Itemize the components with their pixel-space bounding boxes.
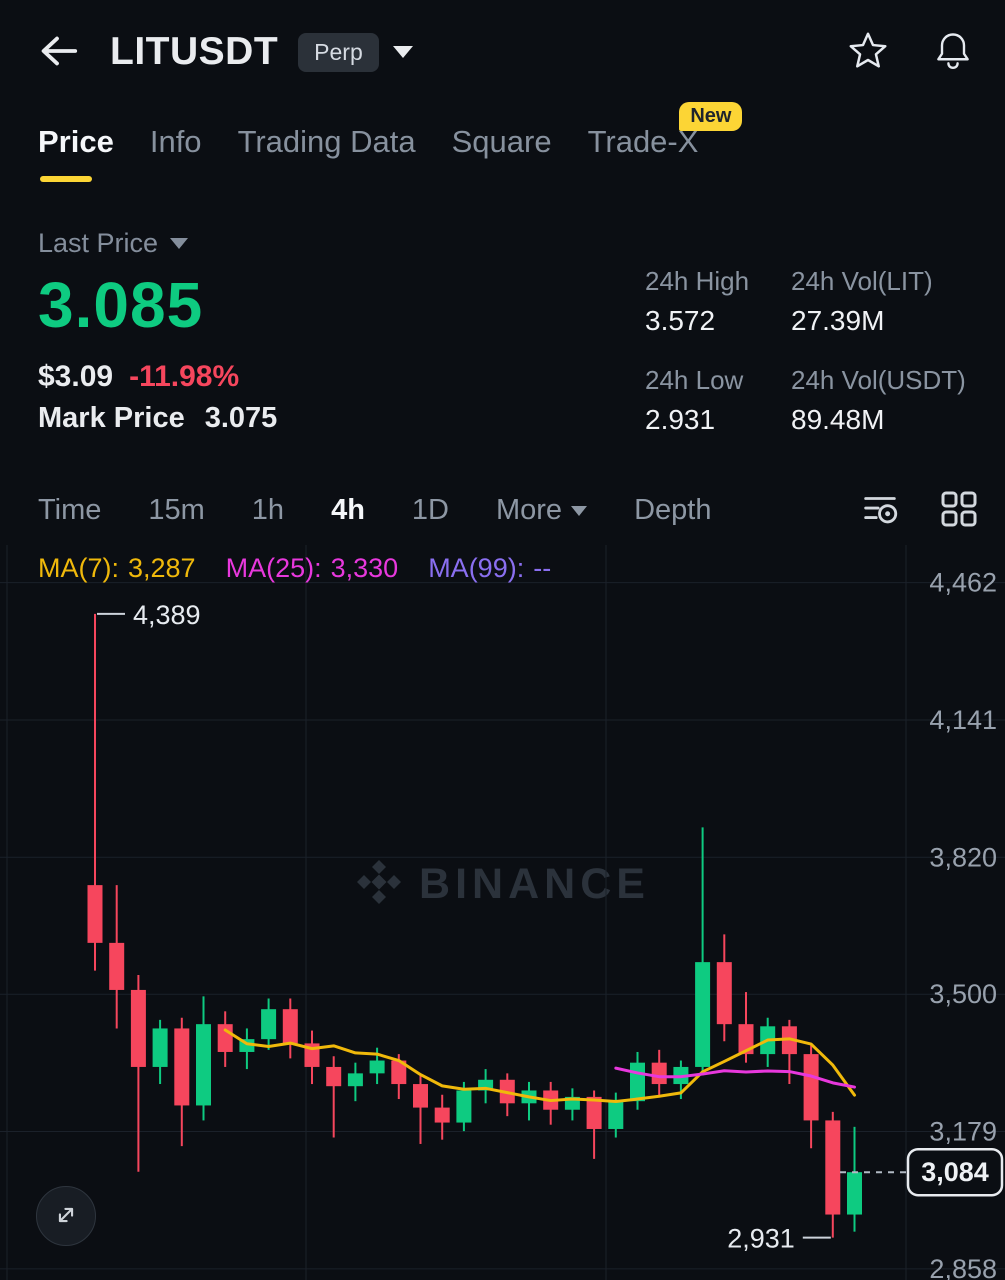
svg-text:3,500: 3,500 bbox=[929, 979, 997, 1009]
ma7-label: MA(7): bbox=[38, 553, 119, 583]
svg-text:2,858: 2,858 bbox=[929, 1254, 997, 1280]
last-price-value: 3.085 bbox=[38, 269, 204, 341]
binance-logo-icon bbox=[355, 858, 403, 911]
tab-trading-data[interactable]: Trading Data bbox=[238, 124, 416, 182]
svg-text:4,141: 4,141 bbox=[929, 705, 997, 735]
ma99-legend[interactable]: MA(99): -- bbox=[428, 553, 551, 584]
fullscreen-button[interactable] bbox=[36, 1186, 96, 1246]
more-intervals-button[interactable]: More bbox=[495, 494, 588, 527]
bell-icon bbox=[931, 29, 975, 76]
watermark-text: BINANCE bbox=[419, 860, 650, 908]
new-badge: New bbox=[679, 102, 743, 131]
mark-price-row: Mark Price 3.075 bbox=[38, 402, 277, 435]
chevron-down-icon bbox=[170, 238, 189, 249]
more-label: More bbox=[495, 494, 563, 526]
active-tab-underline bbox=[40, 176, 92, 182]
stat-24h-vol-lit-value: 27.39M bbox=[791, 305, 885, 336]
stat-24h-high-label: 24h High bbox=[645, 266, 750, 296]
symbol-title: LITUSDT bbox=[110, 30, 279, 73]
notifications-button[interactable] bbox=[931, 29, 975, 76]
chart-layout-button[interactable] bbox=[939, 489, 979, 532]
stat-24h-high-value: 3.572 bbox=[645, 305, 716, 336]
svg-text:3,179: 3,179 bbox=[929, 1117, 997, 1147]
stat-24h-vol-usdt-label: 24h Vol(USDT) bbox=[791, 365, 966, 395]
svg-text:3,820: 3,820 bbox=[929, 842, 997, 872]
indicators-button[interactable] bbox=[859, 488, 901, 533]
interval-toolbar: Time 15m 1h 4h 1D More Depth bbox=[38, 488, 979, 533]
fiat-price-row: $3.09 -11.98% bbox=[38, 360, 239, 394]
tab-info-label: Info bbox=[149, 124, 202, 159]
tab-square[interactable]: Square bbox=[452, 124, 552, 182]
ma25-legend[interactable]: MA(25): 3,330 bbox=[226, 553, 399, 584]
stat-24h-vol-lit-label: 24h Vol(LIT) bbox=[791, 266, 933, 296]
interval-1h[interactable]: 1h bbox=[251, 494, 285, 526]
svg-text:3,084: 3,084 bbox=[921, 1157, 989, 1187]
tab-price[interactable]: Price bbox=[38, 124, 114, 182]
last-price-selector-label: Last Price bbox=[38, 228, 159, 258]
ma25-value: 3,330 bbox=[330, 553, 399, 583]
last-price-selector[interactable]: Last Price bbox=[38, 228, 189, 259]
stat-24h-vol-usdt-value: 89.48M bbox=[791, 404, 885, 435]
binance-watermark: BINANCE bbox=[0, 858, 1005, 911]
mark-price-value: 3.075 bbox=[204, 402, 278, 434]
candlestick-chart[interactable]: 4,462 4,141 3,820 3,500 3,179 2,858 4,389 2,931… bbox=[0, 545, 1005, 1280]
ma7-legend[interactable]: MA(7): 3,287 bbox=[38, 553, 196, 584]
ma99-label: MA(99): bbox=[428, 553, 525, 583]
stat-24h-low-value: 2.931 bbox=[645, 404, 716, 435]
chevron-down-icon bbox=[571, 505, 588, 516]
tab-info[interactable]: Info bbox=[150, 124, 202, 182]
indicators-icon bbox=[859, 488, 901, 533]
ma25-label: MA(25): bbox=[225, 553, 322, 583]
arrow-left-icon bbox=[34, 28, 80, 77]
svg-text:4,462: 4,462 bbox=[929, 568, 997, 598]
tab-trade-x[interactable]: Trade-X New bbox=[588, 102, 743, 182]
tab-bar: Price Info Trading Data Square Trade-X N… bbox=[38, 102, 743, 182]
interval-4h[interactable]: 4h bbox=[331, 494, 365, 526]
top-bar: LITUSDT Perp bbox=[0, 0, 1005, 104]
svg-text:4,389: 4,389 bbox=[133, 600, 201, 630]
change-percent: -11.98% bbox=[129, 360, 240, 393]
mark-price-label: Mark Price bbox=[38, 402, 185, 434]
interval-1d[interactable]: 1D bbox=[411, 494, 449, 526]
tab-price-label: Price bbox=[38, 124, 114, 159]
stat-24h-low-label: 24h Low bbox=[645, 365, 744, 395]
grid-icon bbox=[939, 489, 979, 532]
indicator-legend: MA(7): 3,287 MA(25): 3,330 MA(99): -- bbox=[38, 553, 551, 584]
interval-time[interactable]: Time bbox=[38, 494, 102, 526]
ma7-value: 3,287 bbox=[128, 553, 196, 583]
tab-square-label: Square bbox=[451, 124, 552, 159]
svg-text:2,931: 2,931 bbox=[727, 1224, 795, 1254]
back-button[interactable] bbox=[34, 28, 80, 77]
symbol-selector-caret-icon[interactable] bbox=[392, 46, 413, 58]
ma99-value: -- bbox=[533, 553, 552, 583]
star-icon bbox=[845, 28, 891, 77]
interval-15m[interactable]: 15m bbox=[148, 494, 205, 526]
favorite-button[interactable] bbox=[845, 28, 891, 77]
tab-trading-data-label: Trading Data bbox=[237, 124, 416, 159]
stats-grid: 24h High 24h Vol(LIT) 3.572 27.39M 24h L… bbox=[645, 266, 966, 464]
fiat-price: $3.09 bbox=[38, 360, 114, 393]
depth-button[interactable]: Depth bbox=[634, 494, 712, 526]
expand-icon bbox=[49, 1198, 83, 1235]
contract-type-badge[interactable]: Perp bbox=[298, 32, 379, 72]
